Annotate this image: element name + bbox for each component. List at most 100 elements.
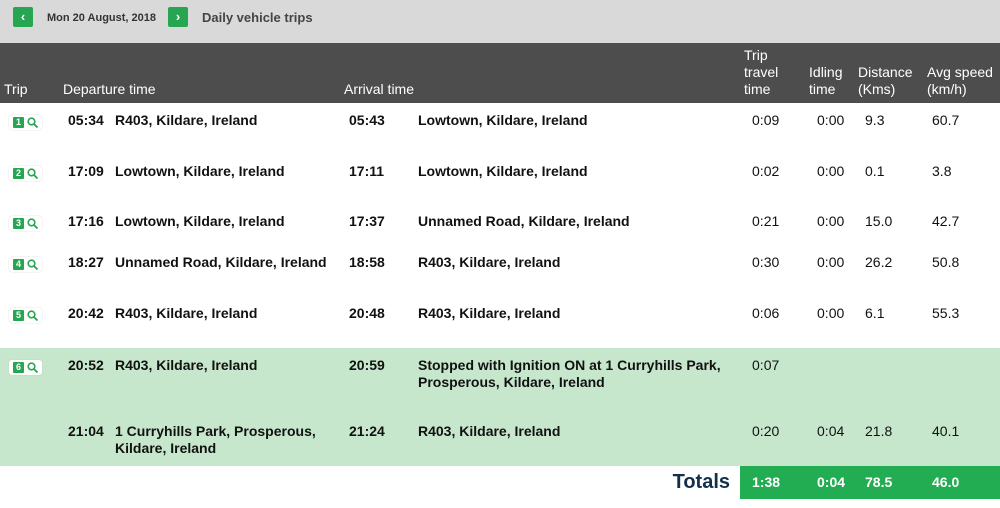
trip-badge[interactable]: 4 bbox=[9, 257, 42, 272]
next-day-button[interactable]: › bbox=[168, 7, 188, 27]
dep-place: Unnamed Road, Kildare, Ireland bbox=[115, 254, 327, 270]
search-icon bbox=[27, 259, 38, 270]
arr-place: R403, Kildare, Ireland bbox=[418, 305, 561, 321]
dep-time: 20:42 bbox=[68, 305, 104, 321]
idle: 0:00 bbox=[817, 305, 845, 321]
idle: 0:04 bbox=[805, 414, 856, 466]
trip-badge[interactable]: 3 bbox=[9, 216, 42, 231]
dep-place: 1 Curryhills Park, Prosperous, Kildare, … bbox=[112, 414, 340, 466]
dep-place: R403, Kildare, Ireland bbox=[115, 112, 258, 128]
arr-place: Lowtown, Kildare, Ireland bbox=[418, 163, 588, 179]
idle: 0:00 bbox=[817, 213, 845, 229]
distance: 15.0 bbox=[865, 213, 893, 229]
column-header: Trip travel time bbox=[740, 43, 806, 103]
page-title: Daily vehicle trips bbox=[202, 10, 313, 25]
idle: 0:00 bbox=[817, 112, 845, 128]
distance bbox=[855, 348, 923, 414]
distance: 9.3 bbox=[865, 112, 885, 128]
speed: 42.7 bbox=[932, 213, 960, 229]
distance: 21.8 bbox=[855, 414, 923, 466]
top-bar: ‹ Mon 20 August, 2018 › Daily vehicle tr… bbox=[0, 0, 1000, 43]
arr-place: R403, Kildare, Ireland bbox=[418, 254, 561, 270]
column-header: Arrival time bbox=[340, 43, 741, 103]
trip-row: 5 20:42 R403, Kildare, Ireland 20:48 R403, K… bbox=[0, 296, 1000, 348]
dep-time: 20:52 bbox=[60, 348, 112, 414]
search-icon bbox=[27, 168, 38, 179]
trip-cell: 6 bbox=[0, 348, 60, 414]
dep-place: R403, Kildare, Ireland bbox=[112, 348, 340, 414]
trip-row: 21:04 1 Curryhills Park, Prosperous, Kild… bbox=[0, 414, 1000, 466]
distance: 6.1 bbox=[865, 305, 885, 321]
speed bbox=[922, 348, 1000, 414]
travel: 0:30 bbox=[752, 254, 780, 270]
search-icon bbox=[27, 117, 38, 128]
arr-time: 18:58 bbox=[349, 254, 385, 270]
distance: 26.2 bbox=[865, 254, 893, 270]
travel: 0:02 bbox=[752, 163, 780, 179]
travel: 0:06 bbox=[752, 305, 780, 321]
trip-cell: 3 bbox=[0, 204, 60, 245]
distance: 0.1 bbox=[865, 163, 885, 179]
speed: 40.1 bbox=[922, 414, 1000, 466]
trip-row: 6 20:52 R403, Kildare, Ireland 20:59 Stopped… bbox=[0, 348, 1000, 414]
dep-place: R403, Kildare, Ireland bbox=[115, 305, 258, 321]
dep-time: 21:04 bbox=[60, 414, 112, 466]
trip-number: 6 bbox=[13, 362, 24, 373]
trip-badge[interactable]: 6 bbox=[9, 360, 42, 375]
trip-badge[interactable]: 2 bbox=[9, 166, 42, 181]
arr-time: 17:37 bbox=[349, 213, 385, 229]
column-header: Departure time bbox=[60, 43, 340, 103]
trip-row: 4 18:27 Unnamed Road, Kildare, Ireland 18:5… bbox=[0, 245, 1000, 296]
arr-place: Lowtown, Kildare, Ireland bbox=[418, 112, 588, 128]
dep-time: 05:34 bbox=[68, 112, 104, 128]
trip-row: 3 17:16 Lowtown, Kildare, Ireland 17:37 Unna… bbox=[0, 204, 1000, 245]
trips-table: Trip Departure time Arrival time Trip tr… bbox=[0, 43, 1000, 499]
idle: 0:00 bbox=[817, 163, 845, 179]
speed: 50.8 bbox=[932, 254, 960, 270]
trip-number: 4 bbox=[13, 259, 24, 270]
trip-badge[interactable]: 5 bbox=[9, 308, 42, 323]
trip-number: 5 bbox=[13, 310, 24, 321]
arr-time: 05:43 bbox=[349, 112, 385, 128]
arr-place: Stopped with Ignition ON at 1 Curryhills… bbox=[415, 348, 741, 414]
column-header: Idling time bbox=[805, 43, 856, 103]
total-speed: 46.0 bbox=[922, 466, 1000, 499]
trip-cell: 2 bbox=[0, 154, 60, 204]
arr-place: Unnamed Road, Kildare, Ireland bbox=[418, 213, 630, 229]
total-distance: 78.5 bbox=[855, 466, 923, 499]
total-travel: 1:38 bbox=[740, 466, 806, 499]
totals-label: Totals bbox=[672, 471, 731, 493]
arr-time: 21:24 bbox=[340, 414, 415, 466]
travel: 0:09 bbox=[752, 112, 780, 128]
trip-number: 1 bbox=[13, 117, 24, 128]
speed: 3.8 bbox=[932, 163, 952, 179]
search-icon bbox=[27, 310, 38, 321]
total-idle: 0:04 bbox=[805, 466, 856, 499]
idle: 0:00 bbox=[817, 254, 845, 270]
dep-time: 18:27 bbox=[68, 254, 104, 270]
trip-number: 3 bbox=[13, 218, 24, 229]
dep-time: 17:09 bbox=[68, 163, 104, 179]
arr-time: 20:59 bbox=[340, 348, 415, 414]
trip-number: 2 bbox=[13, 168, 24, 179]
trip-cell: 1 bbox=[0, 103, 60, 154]
trip-badge[interactable]: 1 bbox=[9, 115, 42, 130]
dep-place: Lowtown, Kildare, Ireland bbox=[115, 163, 285, 179]
column-header: Trip bbox=[0, 43, 60, 103]
column-header: Avg speed (km/h) bbox=[922, 43, 1000, 103]
arr-place: R403, Kildare, Ireland bbox=[415, 414, 741, 466]
prev-day-button[interactable]: ‹ bbox=[13, 7, 33, 27]
trip-row: 2 17:09 Lowtown, Kildare, Ireland 17:11 Lowt… bbox=[0, 154, 1000, 204]
trip-cell bbox=[0, 414, 60, 466]
idle bbox=[805, 348, 856, 414]
search-icon bbox=[27, 362, 38, 373]
search-icon bbox=[27, 218, 38, 229]
travel: 0:07 bbox=[740, 348, 806, 414]
travel: 0:21 bbox=[752, 213, 780, 229]
arr-time: 17:11 bbox=[349, 163, 385, 179]
speed: 55.3 bbox=[932, 305, 960, 321]
dep-place: Lowtown, Kildare, Ireland bbox=[115, 213, 285, 229]
trip-cell: 4 bbox=[0, 245, 60, 296]
date: Mon 20 August, 2018 bbox=[47, 12, 157, 24]
